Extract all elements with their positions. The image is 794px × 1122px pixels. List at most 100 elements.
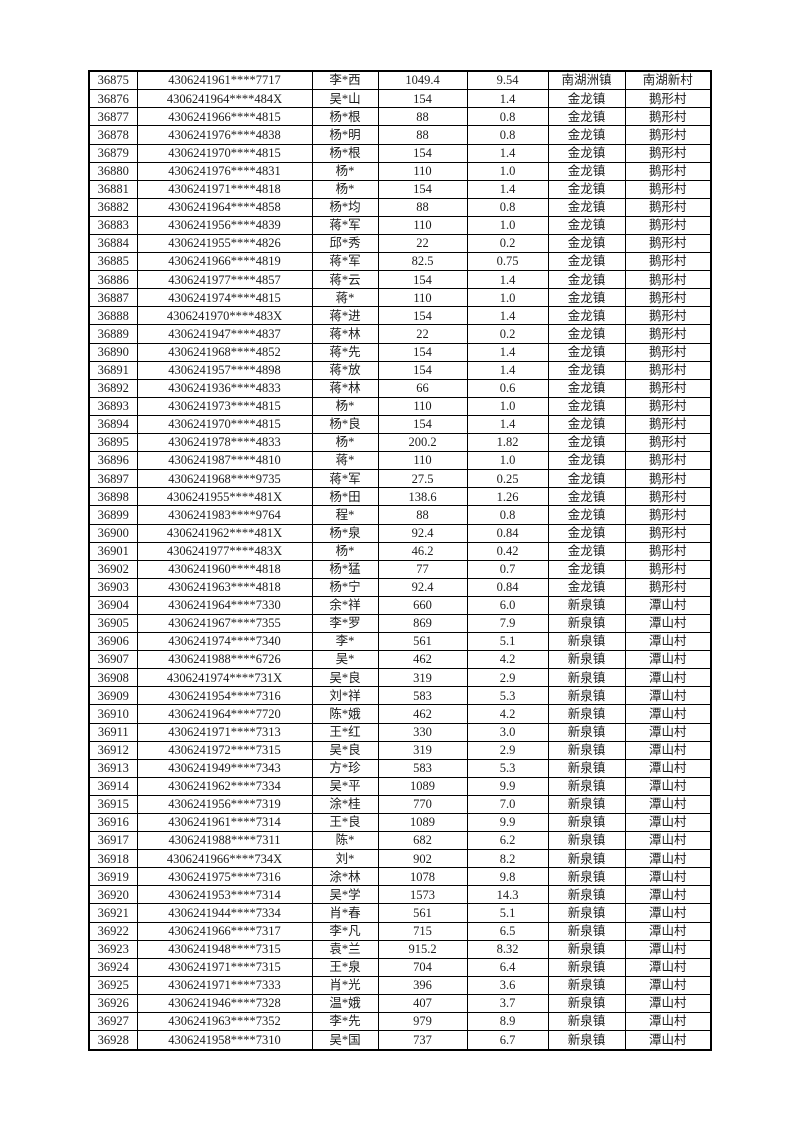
cell-id-number: 4306241971****4818 [136,179,313,199]
cell-town: 新泉镇 [547,668,626,688]
cell-name: 吴*国 [311,1030,379,1051]
cell-name: 蒋*林 [311,324,379,344]
cell-town: 金龙镇 [547,396,626,416]
cell-id-number: 4306241944****7334 [136,903,313,923]
cell-area: 0.8 [466,107,549,127]
cell-name: 袁*兰 [311,939,379,959]
cell-id-number: 4306241955****481X [136,487,313,507]
cell-village: 鹅形村 [624,288,712,308]
cell-town: 金龙镇 [547,215,626,236]
cell-id-number: 4306241953****7314 [136,885,313,905]
cell-serial: 36894 [88,414,138,435]
cell-id-number: 4306241963****4818 [136,577,313,597]
cell-village: 潭山村 [624,704,712,724]
cell-serial: 36905 [88,613,138,634]
cell-name: 温*娥 [311,993,379,1014]
cell-serial: 36914 [88,776,138,796]
cell-id-number: 4306241946****7328 [136,993,313,1014]
table-row: 36914 4306241962****7334 吴*平 1089 9.9 新泉镇 潭山村 [88,776,712,796]
cell-id-number: 4306241968****9735 [136,469,313,489]
cell-area: 7.0 [466,794,549,815]
cell-amount: 92.4 [377,523,468,543]
cell-amount: 66 [377,378,468,398]
cell-village: 潭山村 [624,921,712,941]
cell-village: 鹅形村 [624,161,712,181]
table-row: 36923 4306241948****7315 袁*兰 915.2 8.32 新泉镇 潭山… [88,939,712,959]
table-row: 36925 4306241971****7333 肖*光 396 3.6 新泉镇 潭山村 [88,975,712,995]
cell-amount: 330 [377,722,468,742]
cell-name: 杨*根 [311,107,379,127]
cell-village: 鹅形村 [624,125,712,145]
cell-serial: 36890 [88,342,138,362]
cell-serial: 36882 [88,197,138,217]
table-row: 36891 4306241957****4898 蒋*放 154 1.4 金龙镇 鹅形村 [88,360,712,380]
cell-id-number: 4306241971****7315 [136,957,313,977]
cell-name: 蒋*云 [311,270,379,290]
cell-area: 0.42 [466,541,549,561]
table-row: 36875 4306241961****7717 李*西 1049.4 9.54 南湖洲镇… [88,70,712,91]
table-row: 36919 4306241975****7316 涂*林 1078 9.8 新泉镇 潭山村 [88,867,712,887]
cell-id-number: 4306241961****7717 [136,70,313,91]
table-row: 36878 4306241976****4838 杨*明 88 0.8 金龙镇 鹅形村 [88,125,712,145]
cell-serial: 36909 [88,686,138,706]
cell-id-number: 4306241966****7317 [136,921,313,941]
table-row: 36902 4306241960****4818 杨*猛 77 0.7 金龙镇 鹅形村 [88,559,712,579]
cell-amount: 1089 [377,776,468,796]
cell-town: 金龙镇 [547,414,626,435]
cell-area: 0.25 [466,469,549,489]
cell-amount: 154 [377,342,468,362]
cell-serial: 36908 [88,668,138,688]
cell-name: 杨*田 [311,487,379,507]
cell-amount: 110 [377,215,468,236]
cell-serial: 36881 [88,179,138,199]
cell-village: 潭山村 [624,595,712,615]
cell-name: 蒋* [311,288,379,308]
cell-serial: 36900 [88,523,138,543]
cell-serial: 36926 [88,993,138,1014]
cell-town: 金龙镇 [547,179,626,199]
table-row: 36877 4306241966****4815 杨*根 88 0.8 金龙镇 鹅形村 [88,107,712,127]
cell-village: 鹅形村 [624,360,712,380]
cell-village: 鹅形村 [624,89,712,109]
cell-id-number: 4306241974****731X [136,668,313,688]
cell-village: 鹅形村 [624,577,712,597]
cell-serial: 36902 [88,559,138,579]
cell-village: 鹅形村 [624,378,712,398]
cell-serial: 36901 [88,541,138,561]
cell-amount: 154 [377,179,468,199]
cell-name: 杨*根 [311,143,379,163]
table-row: 36897 4306241968****9735 蒋*军 27.5 0.25 金龙镇 鹅形村 [88,469,712,489]
cell-name: 吴* [311,650,379,670]
cell-name: 蒋* [311,451,379,471]
table-row: 36927 4306241963****7352 李*先 979 8.9 新泉镇 潭山村 [88,1012,712,1032]
cell-serial: 36925 [88,975,138,995]
cell-town: 南湖洲镇 [547,70,626,91]
table-row: 36898 4306241955****481X 杨*田 138.6 1.26 金龙镇 鹅形… [88,487,712,507]
cell-town: 金龙镇 [547,342,626,362]
cell-serial: 36923 [88,939,138,959]
cell-area: 5.1 [466,632,549,652]
cell-serial: 36913 [88,758,138,778]
cell-village: 鹅形村 [624,414,712,435]
cell-town: 金龙镇 [547,197,626,217]
cell-name: 王*良 [311,813,379,833]
cell-amount: 77 [377,559,468,579]
cell-area: 0.6 [466,378,549,398]
table-row: 36893 4306241973****4815 杨* 110 1.0 金龙镇 鹅形村 [88,396,712,416]
cell-village: 鹅形村 [624,541,712,561]
cell-area: 3.0 [466,722,549,742]
cell-serial: 36875 [88,70,138,91]
cell-name: 刘*祥 [311,686,379,706]
cell-area: 4.2 [466,650,549,670]
cell-village: 潭山村 [624,885,712,905]
cell-id-number: 4306241987****4810 [136,451,313,471]
cell-town: 金龙镇 [547,270,626,290]
cell-village: 潭山村 [624,740,712,760]
cell-amount: 319 [377,668,468,688]
cell-name: 余*祥 [311,595,379,615]
cell-town: 新泉镇 [547,704,626,724]
cell-town: 新泉镇 [547,813,626,833]
cell-area: 0.8 [466,125,549,145]
cell-village: 潭山村 [624,957,712,977]
table-row: 36883 4306241956****4839 蒋*军 110 1.0 金龙镇 鹅形村 [88,215,712,236]
